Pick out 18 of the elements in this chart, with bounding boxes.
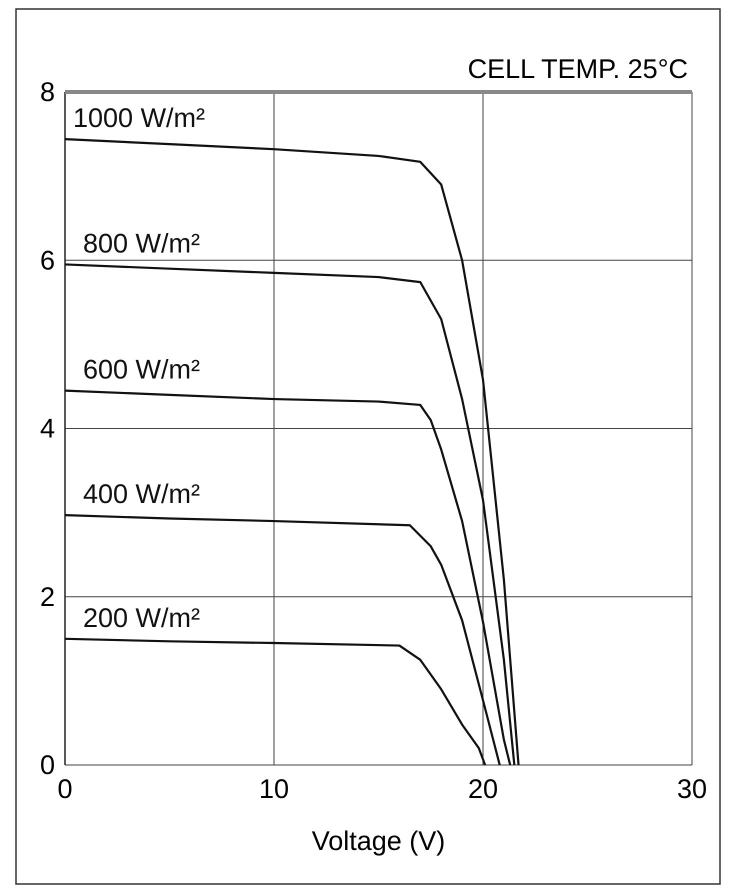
x-tick-label: 20: [468, 774, 498, 804]
series-label: 1000 W/m²: [73, 103, 206, 134]
x-axis-title: Voltage (V): [312, 826, 446, 856]
series-label: 800 W/m²: [83, 228, 200, 258]
y-tick-label: 4: [40, 414, 55, 444]
y-tick-label: 6: [40, 245, 55, 276]
y-tick-label: 0: [40, 750, 55, 780]
y-tick-label: 8: [40, 77, 55, 107]
x-tick-label: 30: [676, 774, 708, 804]
line-series: [64, 138, 520, 766]
series-label: 400 W/m²: [83, 479, 200, 510]
line-series: [64, 514, 501, 766]
y-tick-label: 2: [40, 582, 55, 612]
line-series: [64, 638, 486, 766]
text: CELL TEMP. 25°C: [468, 54, 688, 84]
x-tick-label: 10: [258, 774, 290, 804]
series-label: 200 W/m²: [83, 602, 200, 633]
series-label: 600 W/m²: [83, 354, 200, 385]
